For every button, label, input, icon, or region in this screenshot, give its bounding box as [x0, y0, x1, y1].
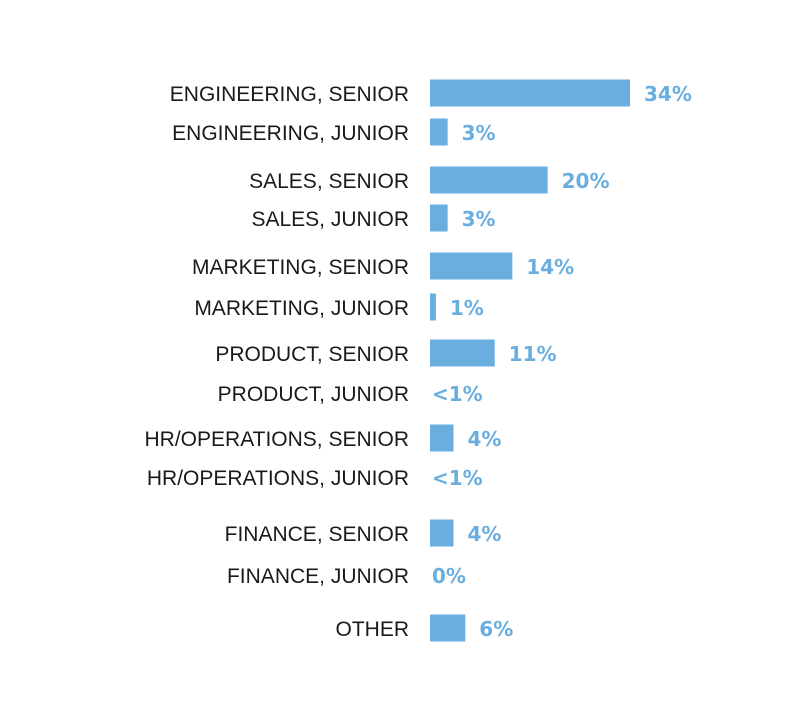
bar: [430, 519, 454, 547]
value-label: 14%: [526, 255, 574, 279]
category-label: MARKETING, SENIOR: [192, 256, 409, 279]
value-label: 4%: [468, 522, 502, 546]
category-label: HR/OPERATIONS, JUNIOR: [147, 467, 409, 490]
category-label: PRODUCT, JUNIOR: [218, 383, 409, 406]
value-label: 20%: [562, 169, 610, 193]
bar: [430, 79, 630, 107]
category-label: PRODUCT, SENIOR: [215, 343, 409, 366]
value-label: <1%: [432, 466, 483, 490]
value-label: 3%: [462, 121, 496, 145]
bar: [430, 293, 436, 321]
bar: [430, 424, 454, 452]
bar: [430, 166, 548, 194]
category-label: FINANCE, SENIOR: [225, 523, 409, 546]
category-label: FINANCE, JUNIOR: [227, 565, 409, 588]
category-label: ENGINEERING, SENIOR: [170, 83, 409, 106]
bars: [430, 79, 630, 642]
category-label: MARKETING, JUNIOR: [194, 297, 409, 320]
category-label: HR/OPERATIONS, SENIOR: [145, 428, 409, 451]
bar: [430, 204, 448, 232]
value-label: 6%: [479, 617, 513, 641]
value-label: 1%: [450, 296, 484, 320]
value-label: 4%: [468, 427, 502, 451]
category-label: OTHER: [336, 618, 410, 641]
bar: [430, 339, 495, 367]
value-label: 3%: [462, 207, 496, 231]
bar: [430, 252, 513, 280]
category-label: SALES, JUNIOR: [251, 208, 409, 231]
value-label: 11%: [509, 342, 557, 366]
category-labels: ENGINEERING, SENIOR ENGINEERING, JUNIOR SA…: [145, 83, 409, 641]
value-label: 0%: [432, 564, 466, 588]
bar: [430, 118, 448, 146]
bar: [430, 614, 466, 642]
value-labels: 34%3%20%3%14%1%11%<1%4%<1%4%0%6%: [432, 82, 692, 641]
value-label: 34%: [644, 82, 692, 106]
category-label: ENGINEERING, JUNIOR: [172, 122, 409, 145]
category-label: SALES, SENIOR: [249, 170, 409, 193]
value-label: <1%: [432, 382, 483, 406]
